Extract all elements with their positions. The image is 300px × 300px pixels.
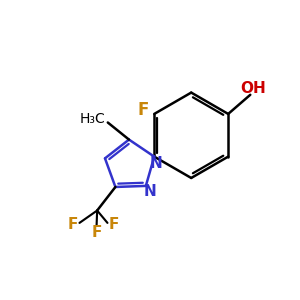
Text: F: F <box>137 100 149 118</box>
Text: F: F <box>68 217 78 232</box>
Text: N: N <box>149 156 162 171</box>
Text: F: F <box>92 225 102 240</box>
Text: N: N <box>144 184 157 199</box>
Text: H₃C: H₃C <box>80 112 105 126</box>
Text: F: F <box>109 217 119 232</box>
Text: OH: OH <box>240 81 266 96</box>
